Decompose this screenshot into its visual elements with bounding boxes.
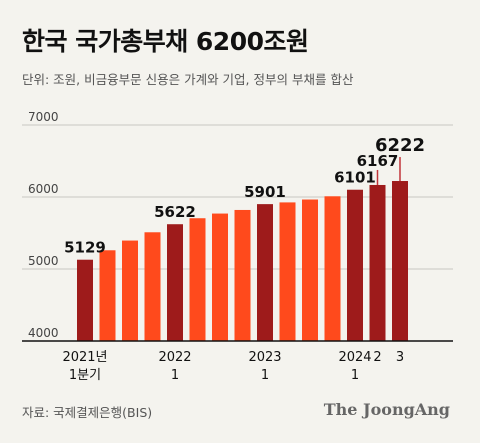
x-tick-label: 1 xyxy=(171,368,179,383)
y-tick-label: 7000 xyxy=(28,110,59,124)
value-label: 6222 xyxy=(375,135,425,156)
bar xyxy=(167,224,183,341)
x-tick-label: 1 xyxy=(261,368,269,383)
bar xyxy=(122,240,138,341)
bar xyxy=(347,189,363,341)
x-tick-label: 2022 xyxy=(158,350,191,365)
bar xyxy=(189,218,206,341)
value-label: 5129 xyxy=(64,239,106,257)
x-tick-label: 3 xyxy=(396,350,404,365)
chart-title: 한국 국가총부채 6200조원 xyxy=(22,27,309,56)
y-tick-label: 4000 xyxy=(28,326,59,340)
x-tick-label: 2 xyxy=(373,350,381,365)
bar xyxy=(324,196,341,341)
chart-subtitle: 단위: 조원, 비금융부문 신용은 가계와 기업, 정부의 부채를 합산 xyxy=(22,72,354,87)
y-tick-label: 5000 xyxy=(28,254,59,268)
bar xyxy=(392,181,408,341)
bar xyxy=(212,213,228,341)
bar xyxy=(99,250,116,341)
value-label: 5901 xyxy=(244,183,286,201)
bar xyxy=(234,209,251,341)
bar xyxy=(257,204,273,341)
value-label: 6167 xyxy=(357,152,399,170)
bar xyxy=(144,232,161,341)
value-label: 6101 xyxy=(334,169,376,187)
y-tick-label: 6000 xyxy=(28,182,59,196)
x-tick-label: 2024 xyxy=(338,350,371,365)
bar xyxy=(279,202,296,341)
x-tick-label: 2021년 xyxy=(62,350,107,365)
value-label: 5622 xyxy=(154,203,196,221)
bar xyxy=(369,184,386,341)
brand-logo: The JoongAng xyxy=(323,400,450,419)
x-tick-label: 1 xyxy=(351,368,359,383)
x-tick-label: 1분기 xyxy=(69,368,101,383)
bar xyxy=(77,259,93,341)
source-note: 자료: 국제결제은행(BIS) xyxy=(22,405,153,420)
x-tick-label: 2023 xyxy=(248,350,281,365)
bar xyxy=(302,199,318,341)
